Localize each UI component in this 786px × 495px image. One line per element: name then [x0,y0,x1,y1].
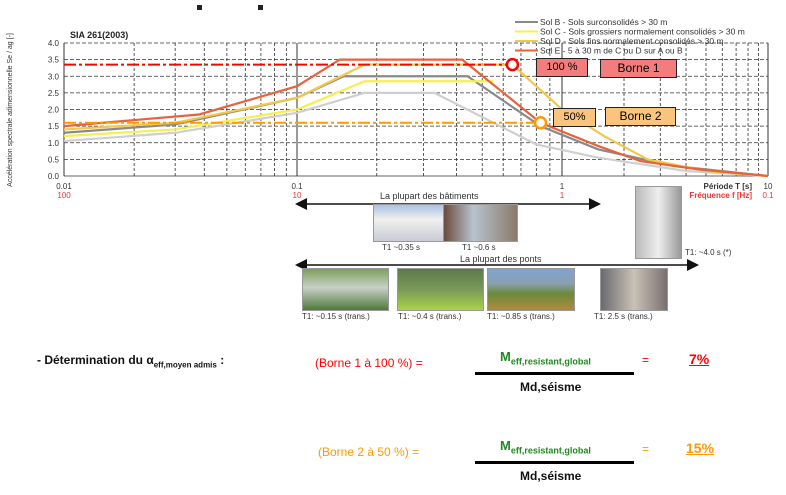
x-tick-label-frequency: 0.1 [762,191,774,200]
heading-text: - Détermination du α [37,353,154,367]
determination-heading: - Détermination du αeff,moyen admis : [37,353,224,369]
response-spectrum-chart: 0.00.51.01.52.02.53.03.54.00.011000.1101… [7,17,774,200]
legend-label: Sol B - Sols surconsolidés > 30 m [540,17,667,27]
borne-2-label: (Borne 2 à 50 %) = [318,445,420,459]
fraction-bar [475,372,634,375]
y-tick-label: 1.5 [48,122,60,131]
borne-1-numerator: Meff,resistant,global [500,349,591,367]
y-tick-label: 4.0 [48,39,60,48]
percent-box-borne-1: 100 % [536,58,588,77]
y-axis-label: Accélération spectrale adimensionnelle S… [7,33,14,187]
series-line [63,91,769,178]
bridge-period-caption: T1: ~0.15 s (trans.) [302,312,370,321]
percent-box-borne-2: 50% [553,108,596,127]
heading-subscript: eff,moyen admis [153,360,217,370]
numerator-m: M [500,349,511,364]
x-tick-label: 0.1 [291,182,303,191]
buildings-label: La plupart des bâtiments [380,191,479,201]
x-axis-label: Période T [s] [704,182,753,191]
bridge-photo [302,268,389,311]
y-tick-label: 0.0 [48,172,60,181]
legend-label: Sol D - Sols fins normalement consolidés… [540,36,724,46]
y-tick-label: 2.0 [48,106,60,115]
x-tick-label-frequency: 1 [560,191,565,200]
label-box-borne-1: Borne 1 [600,59,677,78]
borne-2-result: 15% [686,440,715,456]
tall-building-photo [635,186,682,259]
legend-label: Sol C - Sols grossiers normalement conso… [540,27,745,37]
x-tick-label-frequency: 100 [57,191,71,200]
bridge-photo [600,268,668,311]
heading-colon: : [216,353,225,367]
numerator-m: M [500,438,511,453]
y-tick-label: 0.5 [48,155,60,164]
y-tick-label: 3.0 [48,72,60,81]
borne-1-equals: = [642,353,650,367]
borne-1-label: (Borne 1 à 100 %) = [315,356,423,370]
x-tick-label-frequency: 10 [293,191,302,200]
series-line [63,58,769,178]
numerator-subscript: eff,resistant,global [510,356,591,367]
y-tick-label: 3.5 [48,56,60,65]
bridge-period-caption: T1: 2.5 s (trans.) [594,312,653,321]
legend-label: Sol E - 5 à 30 m de C ou D sur A ou B [540,46,683,56]
borne-2-numerator: Meff,resistant,global [500,438,591,456]
bullet-mark [258,5,263,10]
bullet-mark [197,5,202,10]
y-tick-label: 2.5 [48,89,60,98]
building-period-caption: T1 ~0.6 s [462,243,496,252]
label-box-borne-2: Borne 2 [605,107,676,126]
borne-1-denominator: Md,séisme [520,380,582,394]
numerator-subscript: eff,resistant,global [510,445,591,456]
bridge-period-caption: T1: ~0.85 s (trans.) [487,312,555,321]
borne-2-equals: = [642,442,650,456]
reference-marker [533,116,548,130]
bridge-period-caption: T1: ~0.4 s (trans.) [398,312,462,321]
x-axis-label-frequency: Fréquence f [Hz] [689,191,752,200]
bridge-photo [487,268,575,311]
series-line [63,80,494,138]
building-photo [373,204,445,242]
borne-1-result: 7% [689,351,710,367]
reference-marker [505,57,520,72]
y-tick-label: 1.0 [48,139,60,148]
period-arrows [295,198,699,271]
x-tick-label: 1 [560,182,565,191]
x-tick-label: 0.01 [56,182,72,191]
chart-title: SIA 261(2003) [70,30,128,40]
x-tick-label: 10 [764,182,773,191]
borne-2-denominator: Md,séisme [520,469,582,483]
tall-building-caption: T1: ~4.0 s (*) [685,248,732,257]
bridge-photo [397,268,484,311]
bridges-label: La plupart des ponts [460,254,542,264]
fraction-bar [475,461,634,464]
building-photo [443,204,518,242]
building-period-caption: T1 ~0.35 s [382,243,421,252]
